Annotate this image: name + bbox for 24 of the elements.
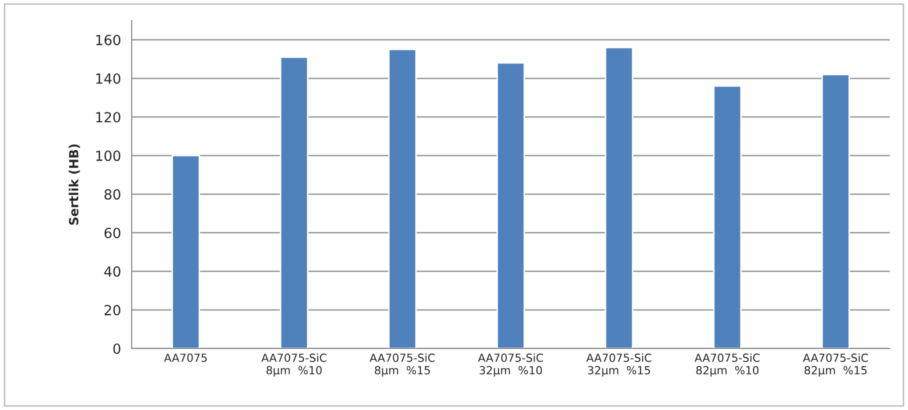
y-tick-label: 80 [104, 189, 120, 200]
y-tick-label: 20 [104, 304, 120, 316]
y-tick-label: 160 [96, 34, 120, 46]
x-tick-label: AA7075-SiC 82µm %10 [694, 353, 760, 377]
x-tick-label: AA7075-SiC 32µm %10 [478, 353, 543, 377]
bar [821, 74, 850, 348]
bar [496, 62, 525, 348]
bar [713, 85, 742, 348]
y-tick-label: 120 [96, 112, 120, 122]
x-tick-label: AA7075-SiC 8µm %10 [261, 353, 326, 377]
x-tick-label: AA7075 [164, 354, 207, 362]
y-tick-label: 0 [113, 343, 120, 354]
y-axis-title: Sertlik (HB) [68, 144, 80, 225]
bar [604, 46, 634, 348]
y-tick-label: 60 [104, 228, 120, 238]
x-tick-label: AA7075-SiC 32µm %15 [586, 353, 652, 377]
bar [172, 154, 200, 348]
y-tick-label: 40 [104, 266, 120, 277]
y-tick-label: 140 [96, 73, 120, 84]
x-tick-label: AA7075-SiC 82µm %15 [802, 353, 868, 377]
y-tick-label: 100 [96, 150, 120, 162]
x-tick-label: AA7075-SiC 8µm %15 [370, 353, 435, 377]
bar [388, 48, 417, 348]
bar [280, 56, 308, 348]
